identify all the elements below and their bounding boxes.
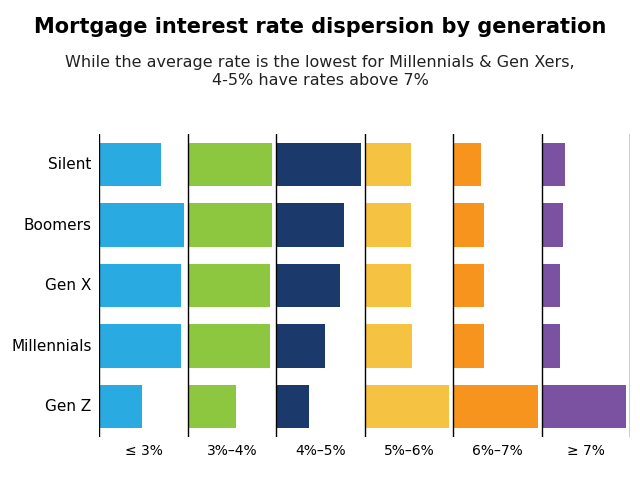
Bar [276,324,325,368]
Bar [542,324,560,368]
Bar [188,385,236,428]
Text: 6%–7%: 6%–7% [472,444,523,458]
Text: While the average rate is the lowest for Millennials & Gen Xers,
4-5% have rates: While the average rate is the lowest for… [65,55,575,87]
Bar [99,264,181,307]
Bar [365,143,411,186]
Text: 4%–5%: 4%–5% [295,444,346,458]
Bar [276,264,340,307]
Bar [365,264,411,307]
Text: Silent: Silent [48,157,92,172]
Bar [99,385,142,428]
Text: ≥ 7%: ≥ 7% [567,444,605,458]
Text: 3%–4%: 3%–4% [207,444,257,458]
Bar [99,324,181,368]
Text: Boomers: Boomers [24,217,92,233]
Bar [188,143,272,186]
Text: Gen X: Gen X [45,278,92,293]
Bar [188,324,270,368]
Bar [542,204,563,247]
Bar [188,204,272,247]
Text: Mortgage interest rate dispersion by generation: Mortgage interest rate dispersion by gen… [34,17,606,37]
Bar [542,385,626,428]
Bar [276,143,360,186]
Text: 5%–6%: 5%–6% [384,444,435,458]
Bar [99,204,184,247]
Bar [365,385,449,428]
Bar [99,143,161,186]
Bar [276,204,344,247]
Text: ≤ 3%: ≤ 3% [125,444,163,458]
Bar [453,204,484,247]
Bar [453,324,484,368]
Bar [453,264,484,307]
Text: Gen Z: Gen Z [45,399,92,414]
Bar [542,143,564,186]
Bar [188,264,270,307]
Bar [542,264,560,307]
Bar [276,385,309,428]
Bar [453,143,481,186]
Bar [453,385,538,428]
Bar [365,204,411,247]
Text: Millennials: Millennials [11,338,92,354]
Bar [365,324,412,368]
